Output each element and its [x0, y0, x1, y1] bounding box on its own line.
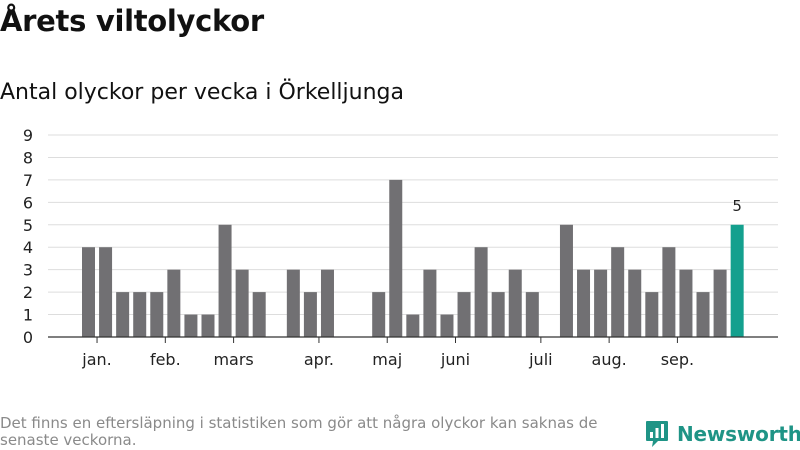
chart-subtitle: Antal olyckor per vecka i Örkelljunga — [0, 80, 404, 105]
bar — [440, 314, 454, 337]
bar — [184, 314, 198, 337]
bar — [559, 224, 573, 337]
x-tick-label: sep. — [661, 350, 694, 369]
bar — [235, 269, 249, 337]
bar — [372, 292, 386, 337]
footnote: Det finns en eftersläpning i statistiken… — [0, 414, 598, 449]
bar — [577, 269, 591, 337]
y-tick-label: 4 — [23, 238, 33, 257]
bar — [611, 247, 625, 337]
y-tick-label: 5 — [23, 216, 33, 235]
bar — [99, 247, 113, 337]
y-tick-label: 9 — [23, 126, 33, 145]
brand-name: Newsworthy — [677, 422, 800, 446]
y-tick-label: 7 — [23, 171, 33, 190]
brand-logo: Newsworthy — [645, 419, 800, 449]
bar — [662, 247, 676, 337]
bar — [201, 314, 215, 337]
bar — [320, 269, 334, 337]
bar — [679, 269, 693, 337]
y-tick-label: 8 — [23, 148, 33, 167]
bar — [167, 269, 181, 337]
bar — [508, 269, 522, 337]
bar-chart: 0 1 2 3 4 5 6 7 8 9 5 jan. feb. mars apr. maj juni juli au… — [23, 126, 778, 369]
highlight-data-label: 5 — [732, 197, 742, 215]
bar — [133, 292, 147, 337]
x-tick-label: mars — [213, 350, 253, 369]
y-tick-label: 2 — [23, 283, 33, 302]
bar — [423, 269, 437, 337]
newsworthy-logo-icon — [646, 421, 668, 447]
x-tick-label: juni — [440, 350, 470, 369]
bar-highlighted — [730, 224, 744, 337]
bar — [218, 224, 232, 337]
bar — [116, 292, 130, 337]
x-tick-label: feb. — [150, 350, 181, 369]
bar — [696, 292, 710, 337]
x-tick-label: apr. — [304, 350, 334, 369]
bar — [491, 292, 505, 337]
bar — [303, 292, 317, 337]
bar — [150, 292, 164, 337]
y-tick-label: 0 — [23, 328, 33, 347]
y-tick-label: 1 — [23, 306, 33, 325]
bar — [474, 247, 488, 337]
x-tick-label: maj — [372, 350, 402, 369]
bar — [82, 247, 95, 337]
x-tick-label: jan. — [81, 350, 111, 369]
bar — [286, 269, 300, 337]
bar — [406, 314, 420, 337]
bar — [457, 292, 471, 337]
y-tick-label: 3 — [23, 261, 33, 280]
bar — [389, 179, 403, 337]
x-tick-label: juli — [528, 350, 552, 369]
chart-title: Årets viltolyckor — [0, 4, 264, 38]
bar — [252, 292, 266, 337]
y-tick-label: 6 — [23, 193, 33, 212]
bar — [628, 269, 642, 337]
bar — [713, 269, 727, 337]
bar — [594, 269, 608, 337]
bar — [525, 292, 539, 337]
bar — [645, 292, 659, 337]
x-tick-label: aug. — [592, 350, 627, 369]
